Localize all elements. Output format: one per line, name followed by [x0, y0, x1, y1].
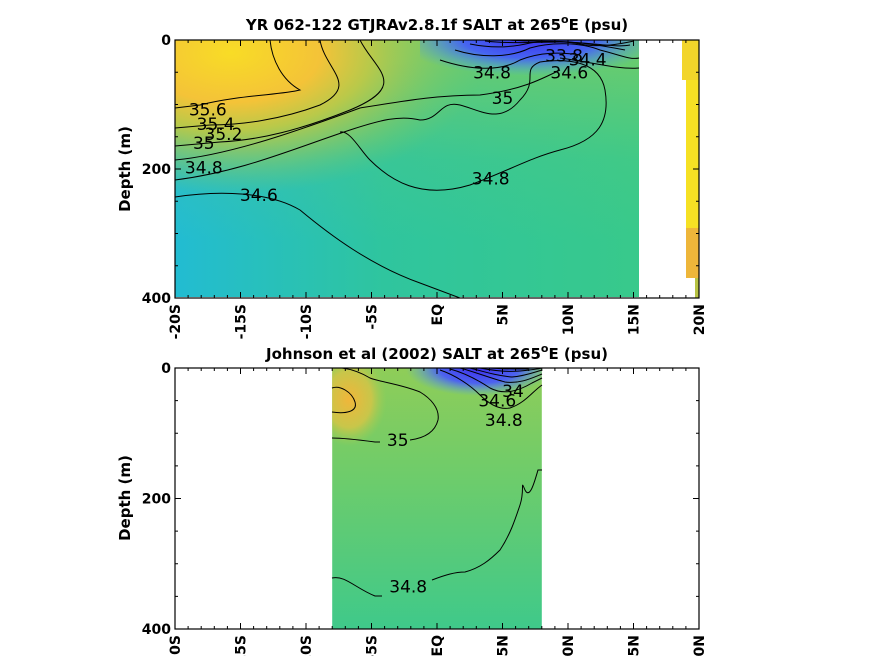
contour-line: [454, 43, 640, 59]
x-tick-label: 10N: [561, 635, 577, 656]
x-tick-label: EQ: [430, 304, 446, 326]
contour-line: [331, 368, 439, 443]
contour-label: 34.6: [478, 392, 516, 412]
contour-line: [175, 192, 461, 298]
x-tick-label: 20N: [692, 304, 708, 335]
contour-label: 35: [387, 431, 409, 451]
panel-1-field: 35.635.435.23534.834.634.83534.833.834.4…: [175, 40, 699, 298]
panel-1: YR 062-122 GTJRAv2.8.1f SALT at 265oE (p…: [116, 13, 708, 339]
x-tick-label: -5S: [365, 635, 381, 656]
x-tick-label: -10S: [299, 304, 315, 339]
panel-2-y-tick-labels: 0 200 400: [142, 361, 171, 638]
panel-2-title: Johnson et al (2002) SALT at 265oE (psu): [265, 342, 608, 363]
contour-label: 33.8: [545, 46, 583, 66]
x-tick-label: 5N: [496, 635, 512, 656]
contour-line: [175, 40, 302, 109]
y-tick-label: 400: [142, 622, 171, 638]
contour-label: 34.8: [485, 411, 523, 431]
contour-line: [175, 69, 561, 161]
x-tick-label: 15N: [627, 635, 643, 656]
contour-label: 35.4: [197, 115, 235, 135]
x-tick-label: -15S: [234, 635, 250, 656]
contour-line: [439, 369, 543, 409]
contour-line: [459, 368, 543, 383]
contour-line: [331, 386, 356, 414]
x-tick-label: -5S: [365, 304, 381, 330]
y-tick-label: 200: [142, 162, 171, 178]
y-tick-label: 0: [161, 33, 171, 49]
panel-2-contours: [331, 368, 543, 597]
panel-1-contours: [175, 40, 640, 298]
panel-1-y-tick-labels: 0 200 400: [142, 33, 171, 307]
contour-label: 35.6: [189, 101, 227, 121]
contour-label: 34: [502, 382, 524, 402]
x-tick-label: -20S: [168, 304, 184, 339]
x-tick-label: 5N: [496, 304, 512, 325]
contour-line: [559, 57, 640, 69]
y-tick-label: 0: [161, 361, 171, 377]
contour-label: 34.8: [473, 63, 511, 83]
panel-1-title: YR 062-122 GTJRAv2.8.1f SALT at 265oE (p…: [245, 13, 628, 34]
x-tick-label: EQ: [430, 635, 446, 656]
panel-2-ticks: [174, 367, 700, 630]
panel-1-ylabel: Depth (m): [116, 126, 134, 212]
contour-label: 35.2: [205, 125, 243, 145]
contour-line: [479, 368, 543, 372]
contour-line: [469, 368, 543, 378]
y-tick-label: 200: [142, 492, 171, 508]
x-tick-label: 20N: [692, 635, 708, 656]
panel-2: Johnson et al (2002) SALT at 265oE (psu)…: [116, 342, 708, 661]
panel-1-ticks: [174, 39, 700, 299]
contour-label: 35: [492, 89, 514, 109]
contour-line: [449, 368, 543, 393]
contour-label: 34.4: [569, 50, 607, 70]
contour-label: 34.6: [240, 186, 278, 206]
contour-line: [331, 469, 542, 597]
panel-1-x-tick-labels: -20S -15S -10S -5S EQ 5N 10N 15N 20N: [168, 304, 708, 339]
x-tick-label: 10N: [561, 304, 577, 335]
x-tick-label: -15S: [234, 304, 250, 339]
contour-label: 34.8: [472, 170, 510, 190]
contour-label: 34.6: [550, 63, 588, 83]
contour-label: 34.8: [185, 159, 223, 179]
y-tick-label: 400: [142, 291, 171, 307]
panel-2-ylabel: Depth (m): [116, 455, 134, 541]
contour-line: [175, 40, 385, 147]
panel-1-edge-strip-bottom: [695, 278, 699, 298]
panel-2-x-tick-labels: -20S -15S -10S -5S EQ 5N 10N 15N 20N: [168, 635, 708, 661]
x-tick-label: 15N: [627, 304, 643, 335]
panel-1-contour-labels: 35.635.435.23534.834.634.83534.833.834.4…: [185, 46, 607, 205]
x-tick-label: -20S: [168, 635, 184, 656]
panel-1-edge-strip-mid: [686, 80, 699, 228]
panel-1-edge-strip-low: [686, 228, 699, 278]
contour-line: [175, 60, 607, 191]
contour-line: [439, 52, 581, 69]
panel-1-edge-strip-top: [682, 40, 699, 80]
contour-label: 35: [193, 134, 215, 154]
contour-label: 34.8: [389, 578, 427, 598]
contour-line: [175, 40, 340, 129]
x-tick-label: -10S: [299, 635, 315, 656]
